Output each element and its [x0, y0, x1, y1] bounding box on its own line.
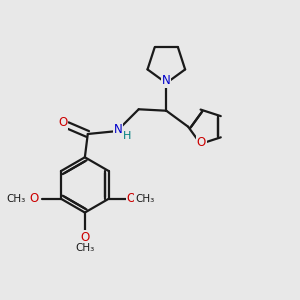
Text: N: N	[114, 123, 123, 136]
Text: O: O	[58, 116, 68, 129]
Text: CH₃: CH₃	[75, 243, 94, 253]
Text: O: O	[29, 192, 38, 205]
Text: O: O	[197, 136, 206, 149]
Text: O: O	[80, 231, 89, 244]
Text: O: O	[127, 192, 136, 205]
Text: CH₃: CH₃	[6, 194, 25, 204]
Text: H: H	[123, 131, 131, 141]
Text: CH₃: CH₃	[135, 194, 154, 204]
Text: N: N	[162, 74, 171, 87]
